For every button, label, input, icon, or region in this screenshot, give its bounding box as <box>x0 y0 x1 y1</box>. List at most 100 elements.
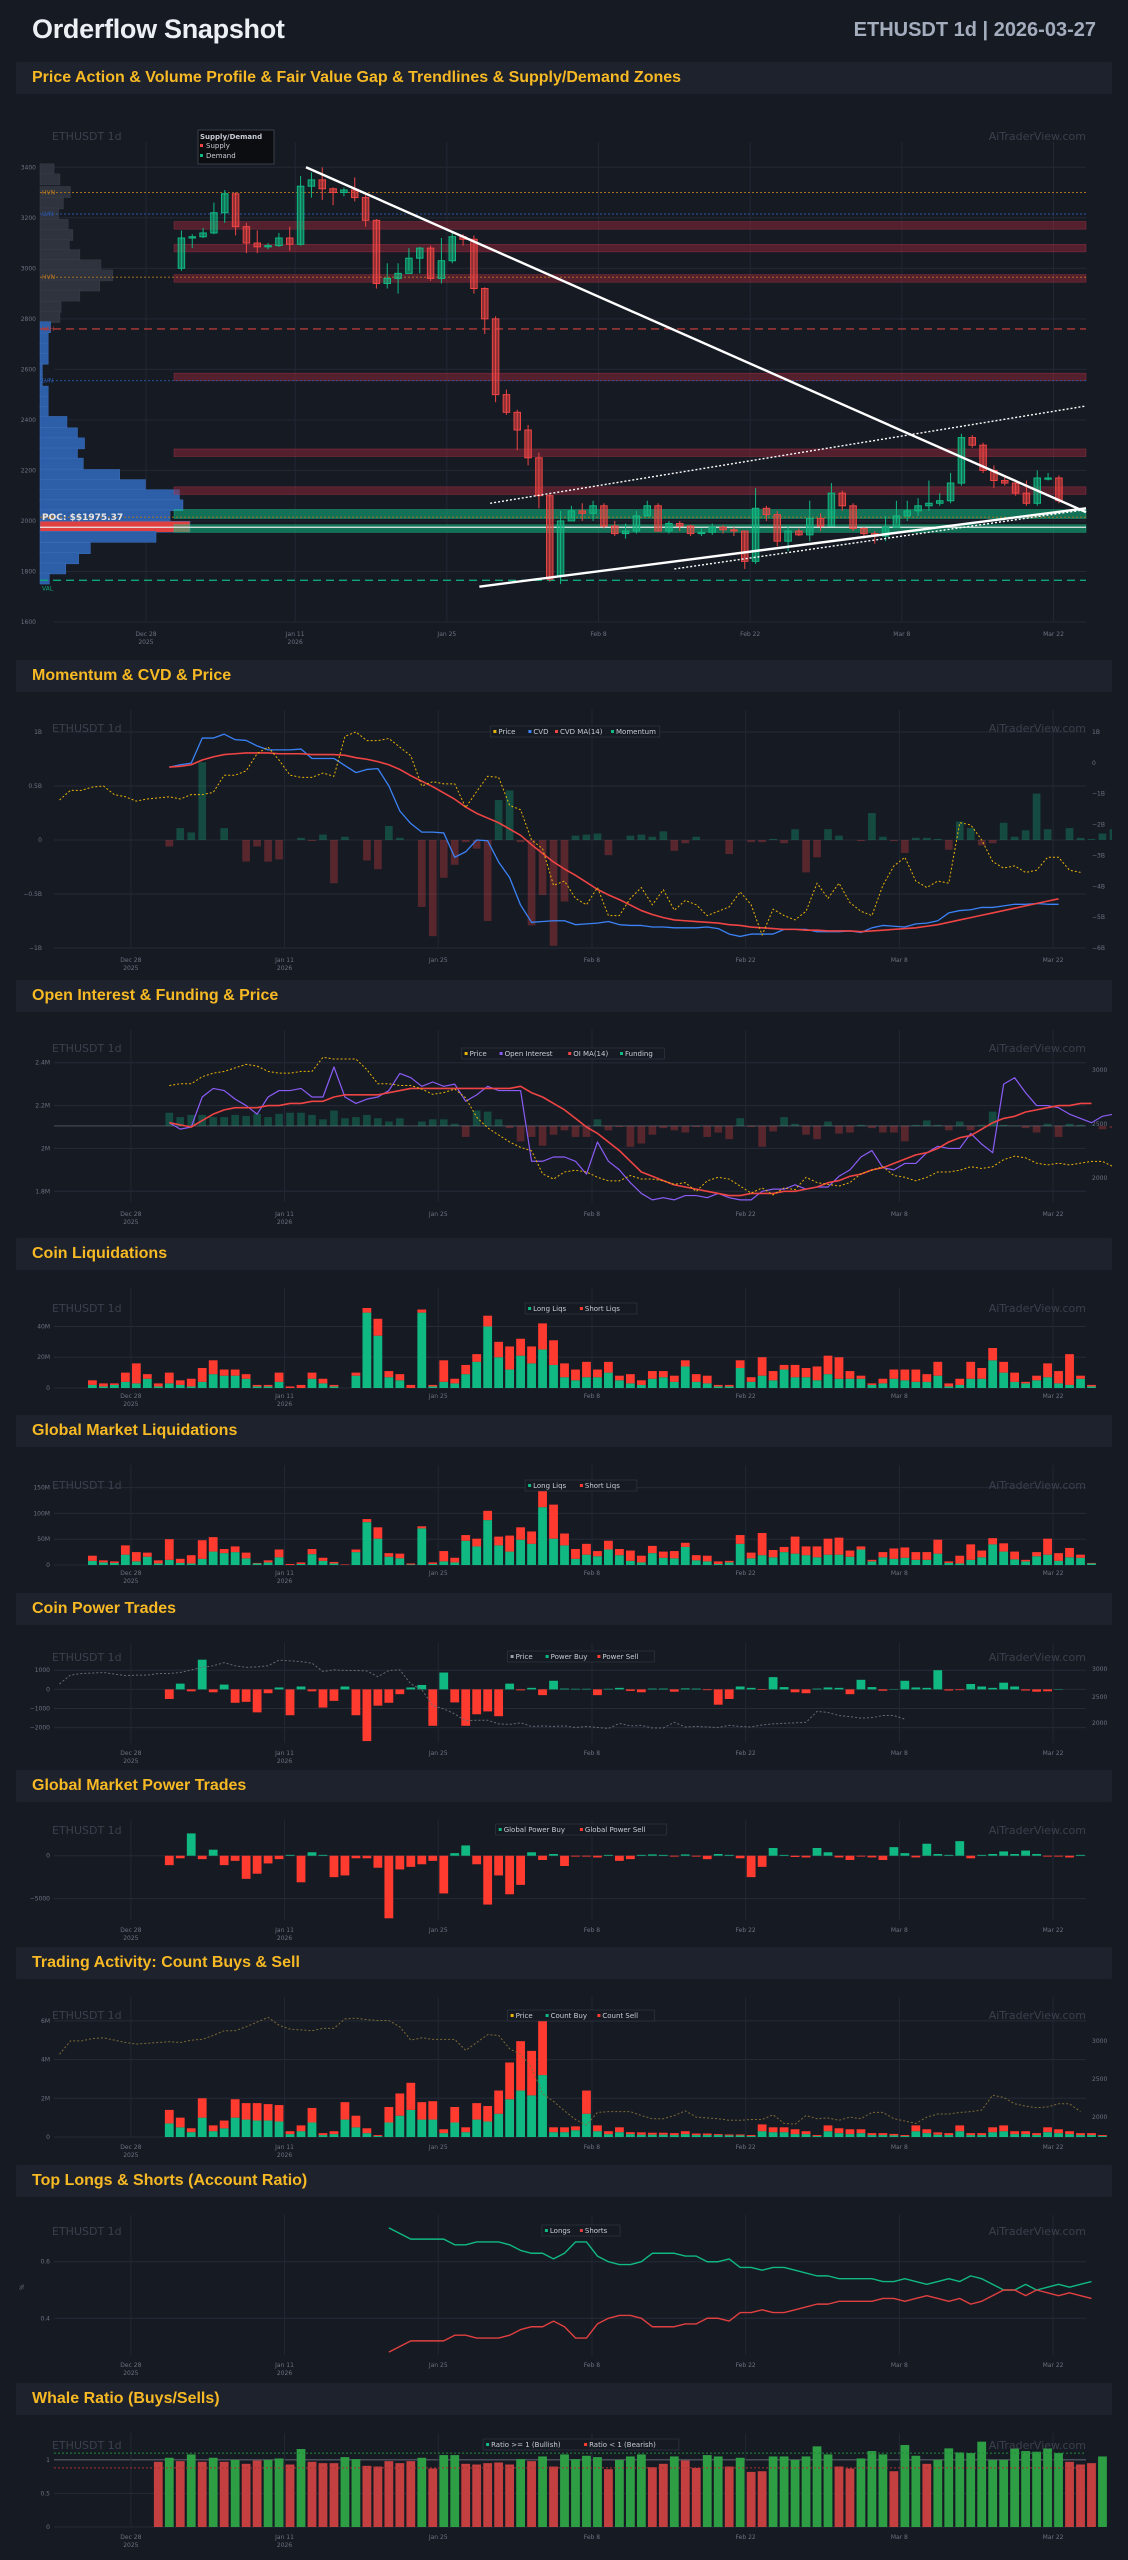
long-liq-bar <box>878 1383 888 1388</box>
count-buy-bar <box>428 2119 438 2137</box>
bearish-ratio-bar <box>494 2462 504 2527</box>
site-watermark: AiTraderView.com <box>989 2439 1086 2452</box>
funding-bar <box>1021 1125 1030 1129</box>
candle-down <box>1055 477 1063 502</box>
power-sell-bar <box>801 1689 811 1694</box>
power-sell-bar <box>285 1689 295 1716</box>
panel-top-longs-shorts: Top Longs & Shorts (Account Ratio) 0.4 0.… <box>16 2165 1112 2380</box>
y-tick-label: 0 <box>46 1385 50 1392</box>
candle-down <box>816 517 825 527</box>
candle-up <box>556 520 565 578</box>
price-action-chart[interactable]: 1600 1800 2000 2200 2400 2600 2800 3000 3200 3400… <box>16 102 1112 650</box>
x-tick-year: 2025 <box>123 1219 138 1226</box>
power-sell-bar <box>450 1689 460 1703</box>
candle-down <box>741 530 749 562</box>
x-tick-label: Jan 11 <box>274 1211 294 1218</box>
long-liq-bar <box>1076 1557 1085 1565</box>
count-sell-bar <box>779 2127 789 2133</box>
bullish-ratio-bar <box>966 2453 976 2527</box>
panel-title: Global Market Power Trades <box>32 1777 247 1794</box>
funding-bar <box>538 1125 547 1146</box>
funding-bar <box>220 1117 229 1126</box>
short-liq-bar <box>724 1384 734 1387</box>
short-liq-bar <box>483 1315 493 1327</box>
long-liq-bar <box>538 1507 547 1565</box>
momentum-bar <box>944 840 953 850</box>
momentum-bar <box>319 834 327 840</box>
x-tick-label: Jan 25 <box>428 1927 448 1934</box>
global-power-buy-bar <box>812 1848 822 1856</box>
long-liq-bar <box>219 1375 229 1388</box>
long-liq-bar <box>702 1561 712 1565</box>
y-right-tick-label: 3000 <box>1092 1067 1107 1074</box>
y-tick-label: 3400 <box>21 164 36 171</box>
global-power-sell-bar <box>702 1855 712 1860</box>
short-liq-bar <box>582 1543 591 1555</box>
x-tick-label: Feb 22 <box>740 631 760 638</box>
y-tick-label: −1B <box>29 945 42 952</box>
legend-box <box>490 725 660 738</box>
count-sell-bar <box>362 2128 372 2134</box>
volume-profile-bar <box>39 406 49 418</box>
momentum-bar <box>911 837 920 840</box>
global-power-buy-bar <box>900 1853 910 1856</box>
supply-zone <box>173 486 1087 495</box>
global-power-sell-bar <box>615 1855 624 1861</box>
power-sell-bar <box>384 1689 394 1703</box>
price-line <box>169 1056 1112 1196</box>
volume-profile-bar <box>39 342 49 355</box>
candle-down <box>372 219 381 284</box>
long-liq-bar <box>450 1562 460 1565</box>
count-buy-bar <box>307 2122 317 2137</box>
funding-bar <box>374 1118 382 1126</box>
power-sell-bar <box>428 1689 438 1726</box>
y-right-tick-label: −6B <box>1092 945 1105 952</box>
short-liq-bar <box>274 1549 284 1558</box>
funding-bar <box>560 1125 569 1131</box>
momentum-bar <box>1032 793 1041 840</box>
momentum-bar <box>890 840 898 842</box>
funding-bar <box>659 1125 668 1129</box>
global-power-sell-bar <box>691 1855 701 1857</box>
momentum-bar <box>330 840 338 884</box>
long-liq-bar <box>1054 1383 1063 1388</box>
power-buy-bar <box>527 1687 536 1690</box>
short-liq-bar <box>417 1309 427 1313</box>
long-liq-bar <box>1021 1383 1031 1388</box>
short-liq-bar <box>208 1537 218 1552</box>
short-liq-bar <box>801 1546 811 1556</box>
count-buy-bar <box>900 2136 910 2137</box>
count-buy-bar <box>395 2115 405 2137</box>
legend-label: Count Buy <box>551 2012 587 2020</box>
short-liq-bar <box>494 1341 504 1358</box>
bullish-ratio-bar <box>702 2455 712 2527</box>
short-liq-bar <box>1021 1381 1031 1384</box>
symbol-watermark: ETHUSDT 1d <box>52 2225 122 2238</box>
long-liq-bar <box>647 1553 657 1565</box>
bearish-ratio-bar <box>757 2471 767 2527</box>
funding-bar <box>615 1125 624 1128</box>
legend-swatch <box>528 730 532 733</box>
global-power-buy-bar <box>658 1854 668 1856</box>
momentum-cvd-chart[interactable]: 1B 0.5B 0 −0.5B −1B 1B 0 −1B −2B −3B −4B −5B −6B Dec … <box>16 700 1112 970</box>
long-liq-bar <box>647 1378 657 1388</box>
count-sell-bar <box>702 2133 712 2136</box>
long-liq-bar <box>922 1381 932 1388</box>
short-liq-bar <box>263 1384 273 1387</box>
long-liq-bar <box>472 1361 482 1388</box>
long-liq-bar <box>746 1558 756 1565</box>
bearish-ratio-bar <box>834 2466 844 2527</box>
short-liq-bar <box>1021 1559 1031 1562</box>
site-watermark: AiTraderView.com <box>989 130 1086 143</box>
bearish-ratio-bar <box>724 2466 734 2527</box>
volume-profile-bar <box>39 437 85 450</box>
panel-header: Coin Liquidations <box>16 1238 1112 1270</box>
